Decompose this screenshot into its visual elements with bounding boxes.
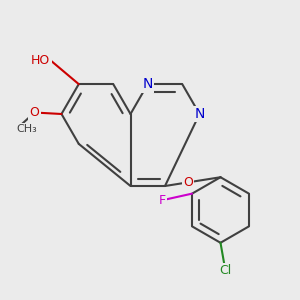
Text: O: O: [183, 176, 193, 189]
Text: N: N: [194, 107, 205, 121]
Text: O: O: [30, 106, 39, 119]
Text: N: N: [142, 77, 153, 91]
Text: Cl: Cl: [219, 264, 232, 277]
Text: CH₃: CH₃: [16, 124, 37, 134]
Text: HO: HO: [31, 54, 50, 67]
Text: F: F: [159, 194, 166, 207]
